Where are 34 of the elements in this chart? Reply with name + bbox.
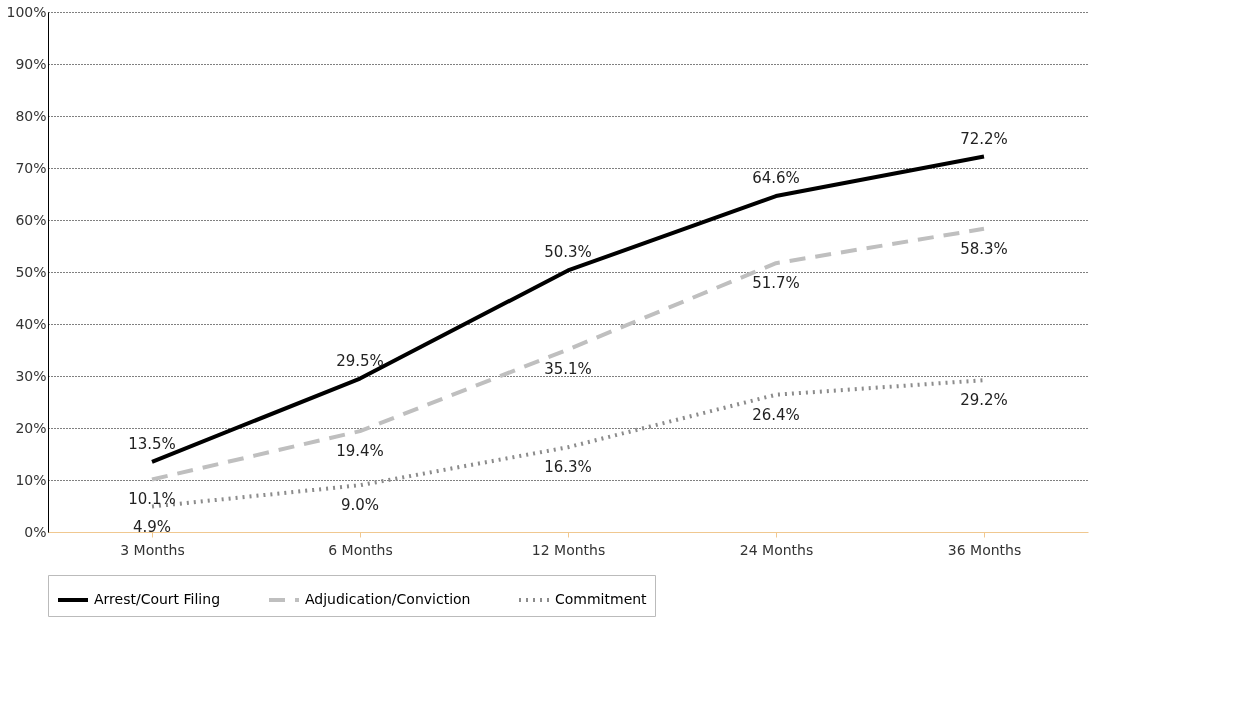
data-label: 13.5% [128, 434, 176, 453]
data-label: 9.0% [340, 496, 380, 515]
legend-label: Arrest/Court Filing [94, 591, 221, 607]
y-tick-label: 30% [15, 367, 47, 384]
legend-label: Commitment [555, 591, 648, 607]
y-tick-label: 0% [24, 523, 47, 540]
y-tick-label: 60% [15, 211, 47, 228]
data-label: 26.4% [752, 405, 800, 424]
data-label: 72.2% [960, 129, 1008, 148]
data-label: 19.4% [336, 442, 384, 461]
x-tick-label: 36 Months [947, 541, 1022, 558]
y-tick-label: 80% [15, 107, 47, 124]
data-label: 4.9% [132, 517, 172, 536]
x-tick-label: 24 Months [739, 541, 814, 558]
y-tick-label: 10% [15, 471, 47, 488]
data-label: 64.6% [752, 169, 800, 188]
data-label: 35.1% [544, 360, 592, 379]
data-label: 51.7% [752, 274, 800, 293]
legend-label: Adjudication/Conviction [305, 591, 471, 607]
y-tick-label: 20% [15, 419, 47, 436]
y-tick-label: 70% [15, 159, 47, 176]
y-tick-label: 40% [15, 315, 47, 332]
data-label: 58.3% [960, 239, 1008, 258]
x-tick-label: 6 Months [328, 541, 393, 558]
data-label: 29.2% [960, 391, 1008, 410]
data-label: 29.5% [336, 351, 384, 370]
y-tick-label: 90% [15, 55, 47, 72]
data-label: 16.3% [544, 458, 592, 477]
x-tick-label: 12 Months [531, 541, 606, 558]
data-label: 10.1% [128, 490, 176, 509]
y-tick-label: 100% [6, 3, 47, 20]
y-tick-label: 50% [15, 263, 47, 280]
data-label: 50.3% [544, 243, 592, 262]
x-tick-label: 3 Months [120, 541, 185, 558]
